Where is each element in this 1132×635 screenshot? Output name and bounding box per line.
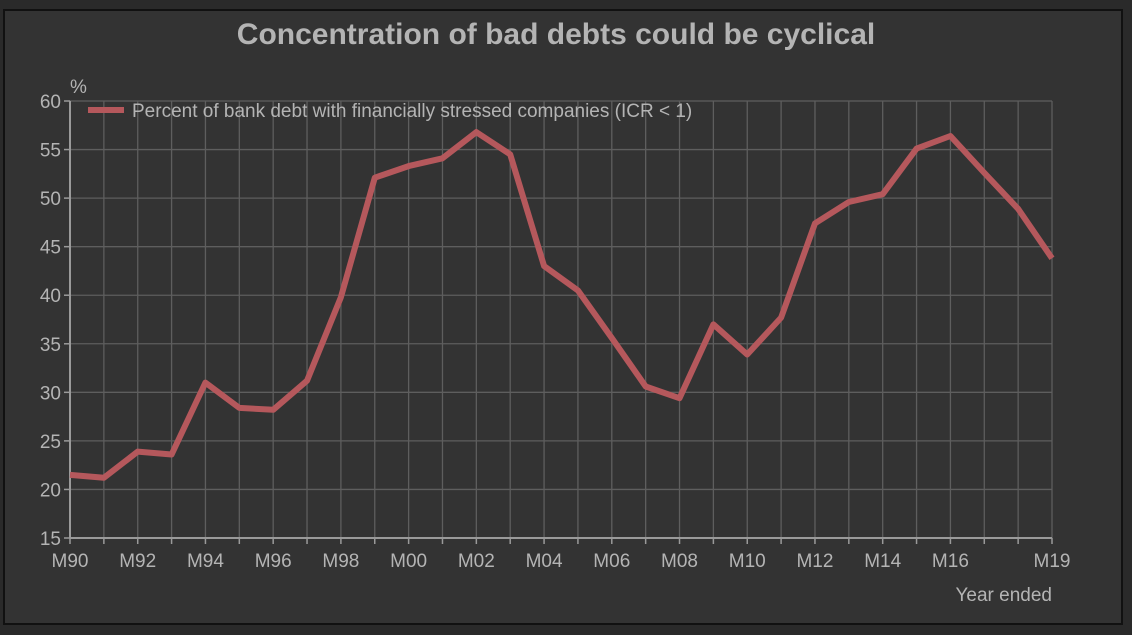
chart-title: Concentration of bad debts could be cycl…	[237, 18, 875, 51]
y-tick-label: 25	[40, 432, 61, 453]
x-axis-label: Year ended	[955, 585, 1052, 606]
x-tick-label: M06	[593, 551, 630, 572]
series-line	[69, 129, 1055, 481]
x-tick-label: M92	[119, 551, 156, 572]
y-tick-label: 35	[40, 335, 61, 356]
x-tick-label: M14	[864, 551, 901, 572]
legend-entry-label: Percent of bank debt with financially st…	[132, 101, 692, 122]
x-tick-label: M08	[661, 551, 698, 572]
y-tick-label: 45	[40, 238, 61, 259]
y-tick-label: 30	[40, 383, 61, 404]
y-tick-label: 50	[40, 189, 61, 210]
y-tick-labels: 15 20 25 30 35 40 45 50 55 60	[40, 92, 61, 550]
y-tick-label: 60	[40, 92, 61, 113]
axes	[64, 100, 1053, 544]
x-tick-label: M96	[255, 551, 292, 572]
x-tick-label: M10	[729, 551, 766, 572]
x-tick-label: M02	[458, 551, 495, 572]
x-tick-label: M12	[796, 551, 833, 572]
x-tick-label: M94	[187, 551, 224, 572]
grid	[70, 100, 1053, 538]
y-tick-label: 15	[40, 529, 61, 550]
y-axis-label: %	[70, 77, 87, 98]
x-tick-label: M04	[526, 551, 563, 572]
chart-frame: Concentration of bad debts could be cycl…	[3, 9, 1123, 625]
x-tick-label: M00	[390, 551, 427, 572]
legend: Percent of bank debt with financially st…	[88, 101, 692, 122]
x-tick-label: M98	[322, 551, 359, 572]
x-tick-label: M90	[52, 551, 89, 572]
chart: Concentration of bad debts could be cycl…	[40, 18, 1071, 606]
series-group	[69, 129, 1055, 481]
x-tick-labels: M90 M92 M94 M96 M98 M00 M02 M04 M06 M08 M10 M12 M14 M…	[52, 551, 1071, 572]
x-tick-label: M19	[1034, 551, 1071, 572]
y-tick-label: 55	[40, 141, 61, 162]
y-tick-label: 40	[40, 286, 61, 307]
x-tick-label: M16	[932, 551, 969, 572]
y-tick-label: 20	[40, 480, 61, 501]
